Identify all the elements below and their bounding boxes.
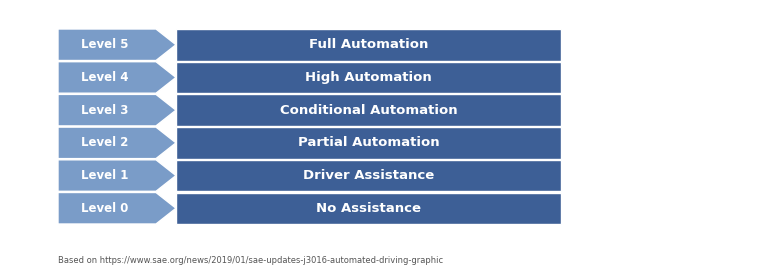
FancyBboxPatch shape bbox=[176, 160, 561, 191]
Text: Based on https://www.sae.org/news/2019/01/sae-updates-j3016-automated-driving-gr: Based on https://www.sae.org/news/2019/0… bbox=[58, 256, 443, 265]
FancyBboxPatch shape bbox=[58, 62, 156, 93]
FancyBboxPatch shape bbox=[176, 29, 561, 60]
Text: Conditional Automation: Conditional Automation bbox=[280, 104, 457, 117]
Text: Level 0: Level 0 bbox=[82, 202, 129, 215]
Text: Driver Assistance: Driver Assistance bbox=[303, 169, 434, 182]
Polygon shape bbox=[58, 29, 176, 60]
Polygon shape bbox=[58, 192, 176, 224]
FancyBboxPatch shape bbox=[58, 192, 156, 224]
Text: No Assistance: No Assistance bbox=[316, 202, 421, 215]
Text: Level 3: Level 3 bbox=[82, 104, 129, 117]
FancyBboxPatch shape bbox=[176, 127, 561, 159]
Text: Level 4: Level 4 bbox=[82, 71, 129, 84]
FancyBboxPatch shape bbox=[176, 62, 561, 93]
Text: Level 2: Level 2 bbox=[82, 136, 129, 149]
FancyBboxPatch shape bbox=[58, 29, 156, 60]
Polygon shape bbox=[58, 160, 176, 191]
FancyBboxPatch shape bbox=[176, 94, 561, 126]
Polygon shape bbox=[58, 94, 176, 126]
Text: Full Automation: Full Automation bbox=[309, 38, 428, 51]
Polygon shape bbox=[58, 127, 176, 159]
Text: Level 1: Level 1 bbox=[82, 169, 129, 182]
Text: Partial Automation: Partial Automation bbox=[298, 136, 440, 149]
FancyBboxPatch shape bbox=[58, 94, 156, 126]
FancyBboxPatch shape bbox=[176, 192, 561, 224]
Text: Level 5: Level 5 bbox=[82, 38, 129, 51]
Polygon shape bbox=[58, 62, 176, 93]
Text: High Automation: High Automation bbox=[305, 71, 432, 84]
FancyBboxPatch shape bbox=[58, 127, 156, 159]
FancyBboxPatch shape bbox=[58, 160, 156, 191]
